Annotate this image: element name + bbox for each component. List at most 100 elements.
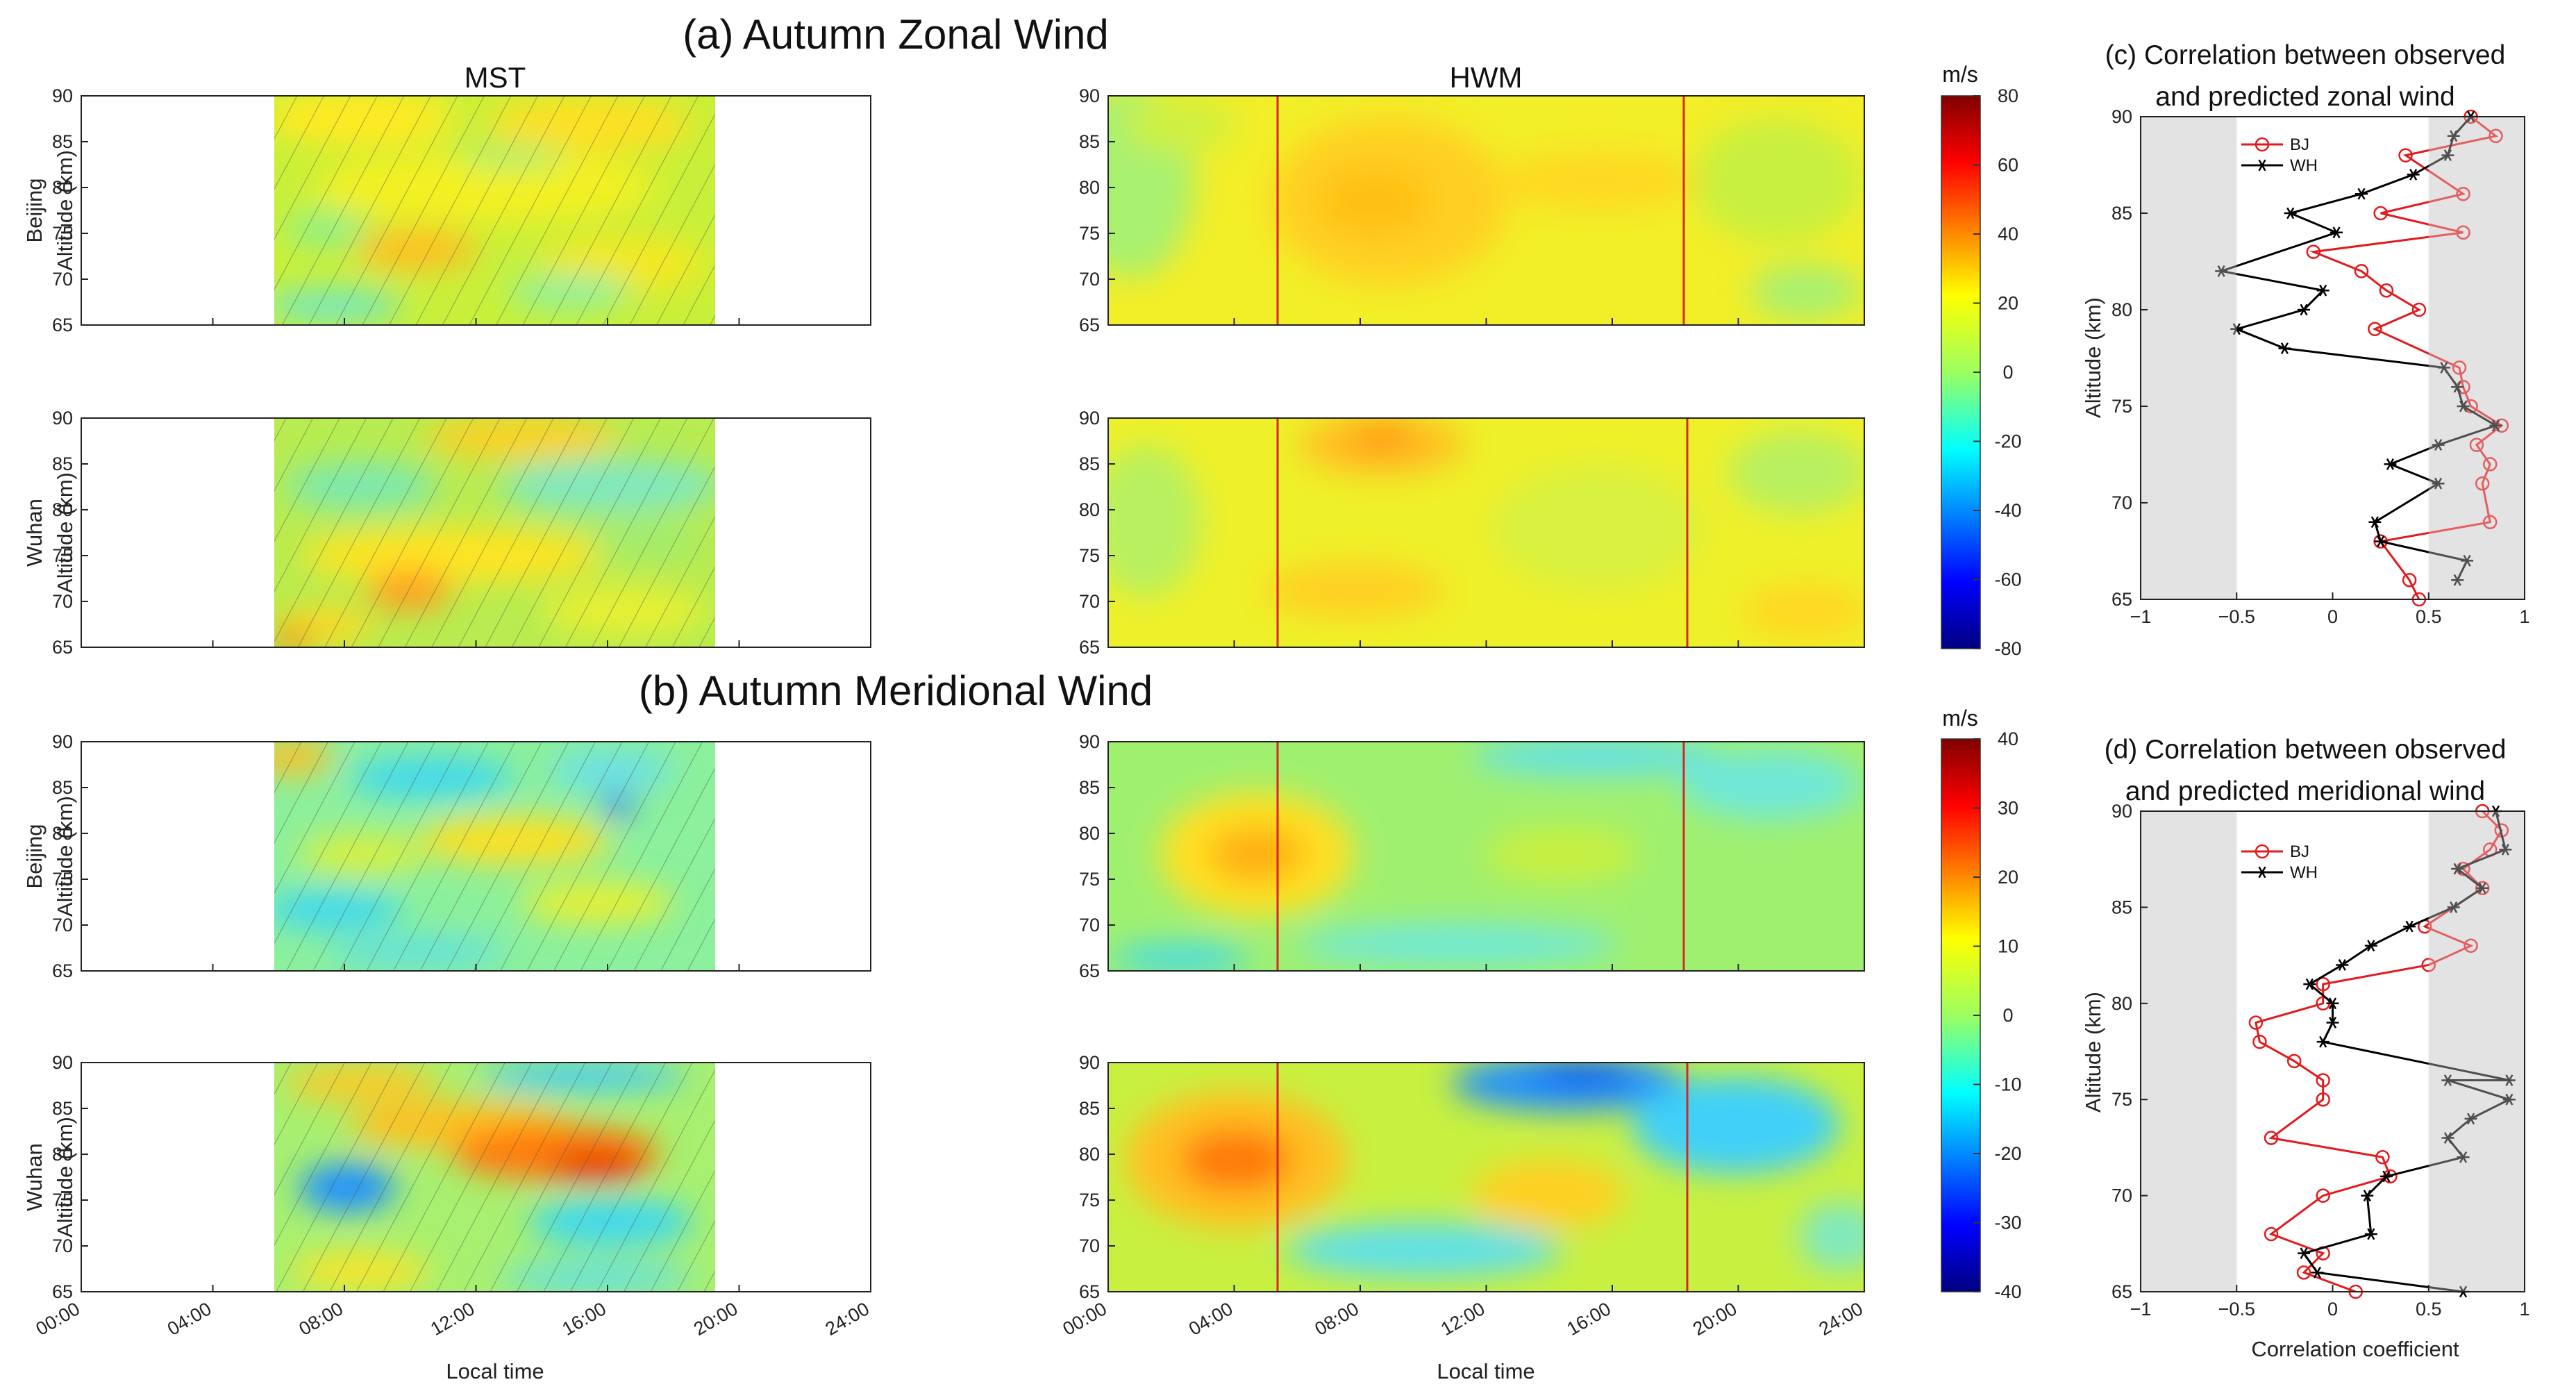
- point-wh: [2451, 863, 2464, 875]
- point-wh: [2441, 1132, 2454, 1144]
- time-tick-label-hwm: 08:00: [1311, 1298, 1362, 1340]
- point-wh: [2361, 1190, 2374, 1202]
- corr-y-tick-label: 85: [2111, 203, 2132, 224]
- series-line-bj: [2309, 115, 2504, 600]
- point-bj: [2402, 572, 2417, 588]
- colorbar-tick-label: -80: [1994, 638, 2021, 659]
- panel-d-title-line1: (d) Correlation between observed: [2105, 735, 2507, 765]
- colorbar-tick-label: 10: [1998, 936, 2018, 957]
- time-tick-label-mst: 00:00: [32, 1298, 83, 1340]
- alt-tick-label-mst: 90: [52, 408, 73, 428]
- point-wh: [2316, 284, 2330, 297]
- ylabel-beijing-zonal: Altitude (km): [53, 150, 77, 271]
- alt-tick-label-hwm: 65: [1079, 315, 1100, 335]
- point-wh: [2298, 303, 2311, 316]
- point-wh: [2368, 516, 2382, 529]
- alt-tick-label-hwm: 70: [1079, 269, 1100, 290]
- point-bj: [2464, 938, 2478, 954]
- alt-tick-label-hwm: 70: [1079, 591, 1100, 612]
- point-wh: [2432, 439, 2445, 451]
- colorbar-zonal-unit: m/s: [1942, 62, 1978, 87]
- point-wh: [2303, 978, 2316, 990]
- section-a-title: (a) Autumn Zonal Wind: [683, 11, 1109, 58]
- point-bj: [2411, 302, 2427, 317]
- point-bj: [2421, 958, 2436, 972]
- panel-d-xlabel: Correlation coefficient: [2251, 1337, 2459, 1361]
- point-bj: [2489, 128, 2503, 144]
- point-wh: [2447, 901, 2460, 913]
- corr-y-tick-label: 65: [2111, 1281, 2132, 1302]
- hwm-column-title: HWM: [1450, 61, 1523, 94]
- corr-y-tick-label: 90: [2111, 106, 2132, 127]
- series-line-bj: [2255, 810, 2503, 1293]
- point-wh: [2215, 265, 2228, 277]
- alt-tick-label-hwm: 90: [1079, 1052, 1100, 1073]
- point-wh: [2364, 940, 2377, 952]
- alt-tick-label-hwm: 85: [1079, 1098, 1100, 1119]
- alt-tick-label-hwm: 70: [1079, 915, 1100, 935]
- point-bj: [2264, 1226, 2279, 1242]
- alt-tick-label-mst: 90: [52, 731, 73, 752]
- point-wh: [2447, 130, 2460, 142]
- corr-y-tick-label: 65: [2111, 589, 2132, 610]
- series-line-wh: [2302, 810, 2512, 1293]
- hwm-meridional-wuhan-field: [1108, 1063, 1864, 1292]
- alt-tick-label-hwm: 80: [1079, 177, 1100, 198]
- corr-x-tick-label: 0.5: [2416, 606, 2442, 627]
- corr-x-tick-label: −1: [2130, 1299, 2152, 1320]
- alt-tick-label-mst: 75: [52, 223, 73, 244]
- point-bj: [2456, 225, 2470, 240]
- colorbar-meridional-unit: m/s: [1942, 706, 1978, 731]
- alt-tick-label-hwm: 65: [1079, 960, 1100, 981]
- panel-c-ylabel: Altitude (km): [2081, 297, 2105, 418]
- point-wh: [2451, 574, 2464, 586]
- point-wh: [2461, 554, 2474, 567]
- panel-c-title-line1: (c) Correlation between observed: [2105, 40, 2506, 70]
- colorbar-tick-label: 40: [1998, 224, 2018, 244]
- alt-tick-label-hwm: 85: [1079, 453, 1100, 474]
- alt-tick-label-hwm: 75: [1079, 869, 1100, 890]
- alt-tick-label-hwm: 65: [1079, 1281, 1100, 1302]
- alt-tick-label-hwm: 90: [1079, 731, 1100, 752]
- time-tick-label-hwm: 12:00: [1437, 1298, 1489, 1340]
- corr-y-tick-label: 70: [2111, 1185, 2132, 1206]
- alt-tick-label-mst: 75: [52, 869, 73, 890]
- point-bj: [2475, 476, 2490, 491]
- corr-x-tick-label: −0.5: [2218, 1299, 2255, 1320]
- point-wh: [2311, 1266, 2324, 1279]
- row-label-wuhan-meridional: Wuhan: [22, 1143, 47, 1211]
- alt-tick-label-mst: 80: [52, 1144, 73, 1165]
- ylabel-beijing-meridional: Altitude (km): [53, 796, 77, 917]
- colorbar-tick-label: 60: [1998, 155, 2018, 176]
- corr-x-tick-label: 0: [2327, 606, 2338, 627]
- time-tick-label-hwm: 24:00: [1815, 1298, 1866, 1340]
- row-label-beijing-zonal: Beijing: [22, 178, 47, 242]
- point-wh: [2502, 1074, 2516, 1086]
- alt-tick-label-hwm: 70: [1079, 1235, 1100, 1256]
- panel-d-ylabel: Altitude (km): [2081, 992, 2105, 1113]
- corr-x-tick-label: 1: [2519, 606, 2529, 627]
- point-bj: [2354, 264, 2369, 278]
- legend-label-wh: WH: [2290, 156, 2318, 175]
- alt-tick-label-hwm: 80: [1079, 823, 1100, 844]
- colorbar-tick-label: 30: [1998, 798, 2018, 819]
- point-wh: [2489, 419, 2502, 432]
- colorbar-tick-label: -20: [1994, 1143, 2021, 1164]
- point-wh: [2326, 997, 2339, 1010]
- time-tick-label-mst: 04:00: [164, 1298, 215, 1340]
- point-bj: [2368, 322, 2382, 337]
- mst-meridional-beijing-field: [274, 742, 715, 971]
- alt-tick-label-hwm: 75: [1079, 545, 1100, 566]
- point-bj: [2316, 976, 2330, 992]
- point-wh: [2437, 361, 2450, 374]
- point-wh: [2298, 1247, 2311, 1260]
- alt-tick-label-mst: 90: [52, 1052, 73, 1073]
- point-wh: [2364, 1228, 2377, 1240]
- panel-c: (c) Correlation between observed and pre…: [2081, 40, 2530, 627]
- alt-tick-label-mst: 80: [52, 177, 73, 198]
- hwm-time-markers: [1276, 96, 1689, 1292]
- significance-band: [2141, 117, 2237, 599]
- point-wh: [2326, 1017, 2339, 1029]
- legend-label-wh: WH: [2290, 863, 2318, 882]
